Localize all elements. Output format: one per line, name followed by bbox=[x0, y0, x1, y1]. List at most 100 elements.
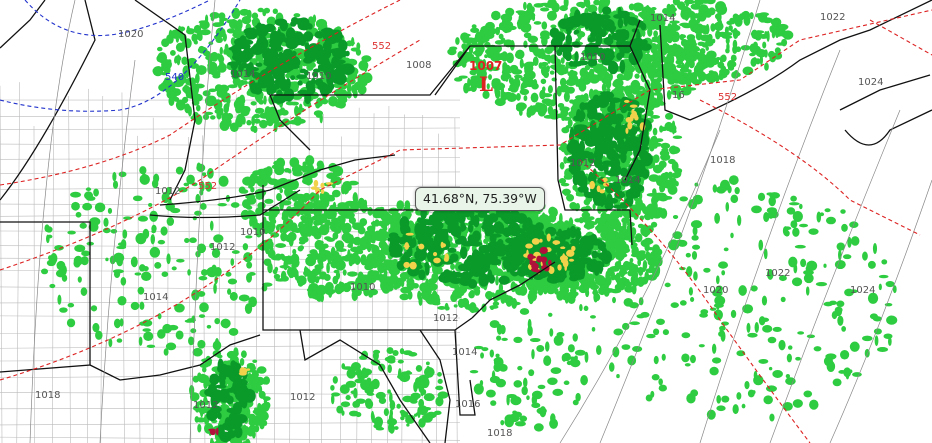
precip-moderate bbox=[620, 150, 626, 163]
precip-light bbox=[467, 77, 471, 89]
precip-light bbox=[352, 401, 359, 408]
precip-light bbox=[196, 163, 206, 172]
precip-light bbox=[242, 243, 249, 251]
precip-light bbox=[569, 121, 573, 126]
precip-light bbox=[876, 346, 889, 353]
precip-light bbox=[621, 344, 631, 350]
precip-light bbox=[803, 273, 814, 284]
precip-light bbox=[271, 119, 279, 124]
precip-light bbox=[653, 355, 659, 365]
precip-light bbox=[691, 235, 699, 241]
precip-light bbox=[374, 219, 380, 227]
precip-light bbox=[225, 120, 230, 126]
precip-light bbox=[251, 19, 258, 24]
precip-light bbox=[849, 341, 860, 352]
precip-light bbox=[397, 374, 403, 379]
precip-moderate bbox=[284, 56, 297, 65]
precip-light bbox=[519, 58, 524, 69]
precip-light bbox=[613, 328, 624, 336]
precip-moderate bbox=[640, 22, 647, 31]
precip-light bbox=[719, 55, 724, 64]
precip-light bbox=[231, 7, 241, 19]
precip-light bbox=[254, 107, 265, 114]
precip-light bbox=[716, 405, 726, 412]
precip-light bbox=[627, 68, 633, 80]
precip-light bbox=[67, 230, 76, 235]
precip-light bbox=[823, 263, 827, 268]
precip-light bbox=[370, 270, 380, 276]
precip-light bbox=[531, 348, 535, 360]
precip-light bbox=[108, 338, 113, 348]
precip-light bbox=[654, 192, 660, 203]
precip-light bbox=[764, 62, 769, 71]
precip-light bbox=[778, 339, 786, 351]
precip-light bbox=[585, 288, 590, 298]
precip-light bbox=[753, 370, 758, 380]
precip-moderate bbox=[463, 259, 473, 272]
precip-light bbox=[208, 88, 217, 93]
precip-moderate bbox=[619, 59, 626, 74]
precip-moderate bbox=[338, 39, 348, 52]
precip-light bbox=[347, 249, 351, 261]
precip-light bbox=[247, 427, 254, 437]
precip-light bbox=[547, 105, 554, 116]
precip-light bbox=[506, 394, 510, 406]
precip-light bbox=[361, 368, 373, 376]
precip-light bbox=[165, 342, 177, 351]
precip-light bbox=[475, 287, 481, 296]
precip-light bbox=[668, 145, 678, 155]
precip-light bbox=[734, 187, 740, 195]
precip-light bbox=[349, 200, 360, 209]
precip-light bbox=[276, 192, 282, 202]
precip-moderate bbox=[415, 251, 421, 260]
precip-light bbox=[598, 4, 603, 14]
precip-light bbox=[787, 345, 793, 350]
precip-moderate bbox=[569, 225, 577, 239]
precip-light bbox=[805, 286, 810, 296]
precip-moderate bbox=[621, 14, 631, 19]
precip-light bbox=[162, 323, 172, 334]
precip-light bbox=[579, 76, 584, 87]
precip-light bbox=[627, 85, 633, 94]
precip-light bbox=[783, 226, 792, 231]
precip-moderate bbox=[283, 65, 294, 72]
precip-light bbox=[418, 296, 423, 306]
precip-moderate bbox=[331, 74, 340, 84]
precip-light bbox=[389, 408, 393, 418]
precip-light bbox=[515, 104, 525, 112]
precip-moderate bbox=[617, 138, 625, 146]
precip-light bbox=[758, 358, 769, 364]
precip-light bbox=[335, 261, 346, 270]
precip-light bbox=[642, 29, 646, 37]
precip-light bbox=[680, 39, 689, 47]
precip-light bbox=[540, 65, 549, 77]
precip-light bbox=[257, 201, 266, 210]
precip-light bbox=[46, 234, 50, 244]
precip-light bbox=[680, 67, 685, 76]
precip-light bbox=[306, 213, 312, 219]
precip-light bbox=[531, 402, 541, 409]
precip-light bbox=[697, 10, 707, 22]
precip-light bbox=[367, 206, 373, 216]
precip-light bbox=[503, 39, 513, 48]
precip-moderate bbox=[269, 30, 280, 42]
precip-light bbox=[566, 193, 575, 202]
precip-moderate bbox=[616, 32, 627, 43]
precip-light bbox=[193, 24, 202, 34]
precip-moderate bbox=[641, 169, 650, 179]
precip-light bbox=[776, 42, 785, 46]
precip-light bbox=[202, 367, 207, 373]
precip-light bbox=[319, 249, 331, 255]
precip-light bbox=[316, 293, 323, 302]
precip-light bbox=[450, 263, 456, 271]
precip-light bbox=[715, 300, 720, 310]
precip-light bbox=[634, 282, 646, 286]
precip-light bbox=[386, 355, 396, 362]
precip-light bbox=[239, 8, 250, 16]
precip-light bbox=[684, 54, 694, 63]
precip-light bbox=[606, 232, 616, 238]
precip-light bbox=[737, 214, 742, 226]
precip-light bbox=[526, 280, 536, 289]
precip-light bbox=[186, 25, 190, 34]
